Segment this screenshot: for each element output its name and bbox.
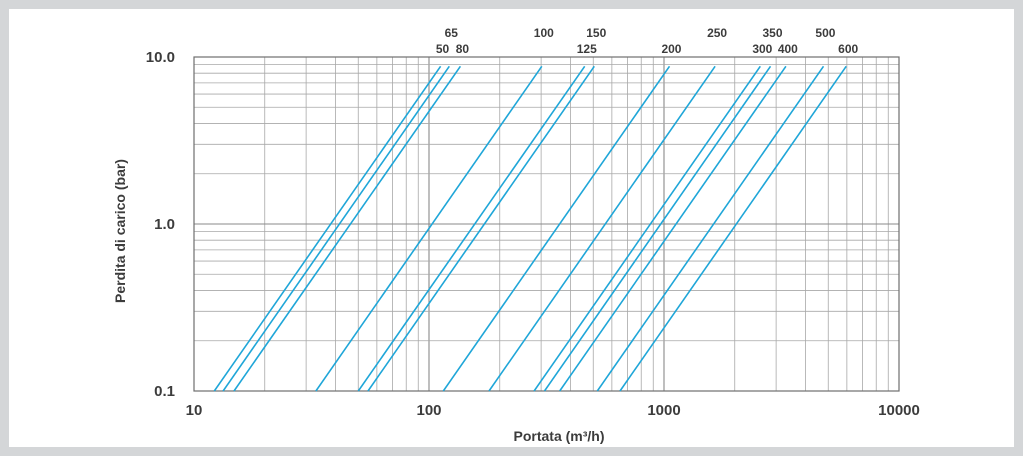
x-tick-label: 10000 xyxy=(878,402,920,419)
series-line-dn300 xyxy=(533,65,761,392)
series-line-dn80 xyxy=(233,65,462,392)
series-line-dn400 xyxy=(559,65,787,392)
series-label-dn400: 400 xyxy=(778,42,798,56)
x-axis-title: Portata (m³/h) xyxy=(514,428,605,444)
y-axis-title: Perdita di carico (bar) xyxy=(112,159,128,303)
series-lines xyxy=(213,65,847,392)
series-line-dn65 xyxy=(222,65,450,392)
y-tick-label: 0.1 xyxy=(154,383,175,400)
series-line-dn125 xyxy=(357,65,586,392)
series-line-dn250 xyxy=(488,65,716,392)
x-tick-label: 100 xyxy=(416,402,441,419)
series-label-dn200: 200 xyxy=(661,42,681,56)
series-label-dn600: 600 xyxy=(838,42,858,56)
series-line-dn600 xyxy=(619,65,847,392)
series-label-dn350: 350 xyxy=(763,26,783,40)
series-line-dn500 xyxy=(596,65,825,392)
series-line-dn350 xyxy=(543,65,772,392)
series-line-dn100 xyxy=(315,65,543,392)
y-tick-label: 1.0 xyxy=(154,216,175,233)
x-tick-label: 10 xyxy=(186,402,203,419)
series-label-dn100: 100 xyxy=(534,26,554,40)
series-line-dn200 xyxy=(442,65,671,392)
chart-panel: 50 65 80 100 125 150 200 250 300 350 400 500 600 10 1… xyxy=(9,9,1014,447)
series-label-dn50: 50 xyxy=(436,42,450,56)
grid xyxy=(194,57,899,391)
plot-frame xyxy=(193,56,900,392)
x-tick-label: 1000 xyxy=(647,402,680,419)
series-line-dn50 xyxy=(213,65,442,392)
series-label-dn500: 500 xyxy=(815,26,835,40)
series-label-dn80: 80 xyxy=(456,42,470,56)
series-label-dn250: 250 xyxy=(707,26,727,40)
series-label-dn65: 65 xyxy=(445,26,459,40)
series-label-dn300: 300 xyxy=(752,42,772,56)
plot-border xyxy=(193,56,900,392)
series-label-dn150: 150 xyxy=(586,26,606,40)
series-label-dn125: 125 xyxy=(577,42,597,56)
y-tick-label: 10.0 xyxy=(146,49,175,66)
tick-labels: 10 100 1000 10000 0.1 1.0 10.0 xyxy=(146,49,920,419)
series-line-dn150 xyxy=(367,65,595,392)
